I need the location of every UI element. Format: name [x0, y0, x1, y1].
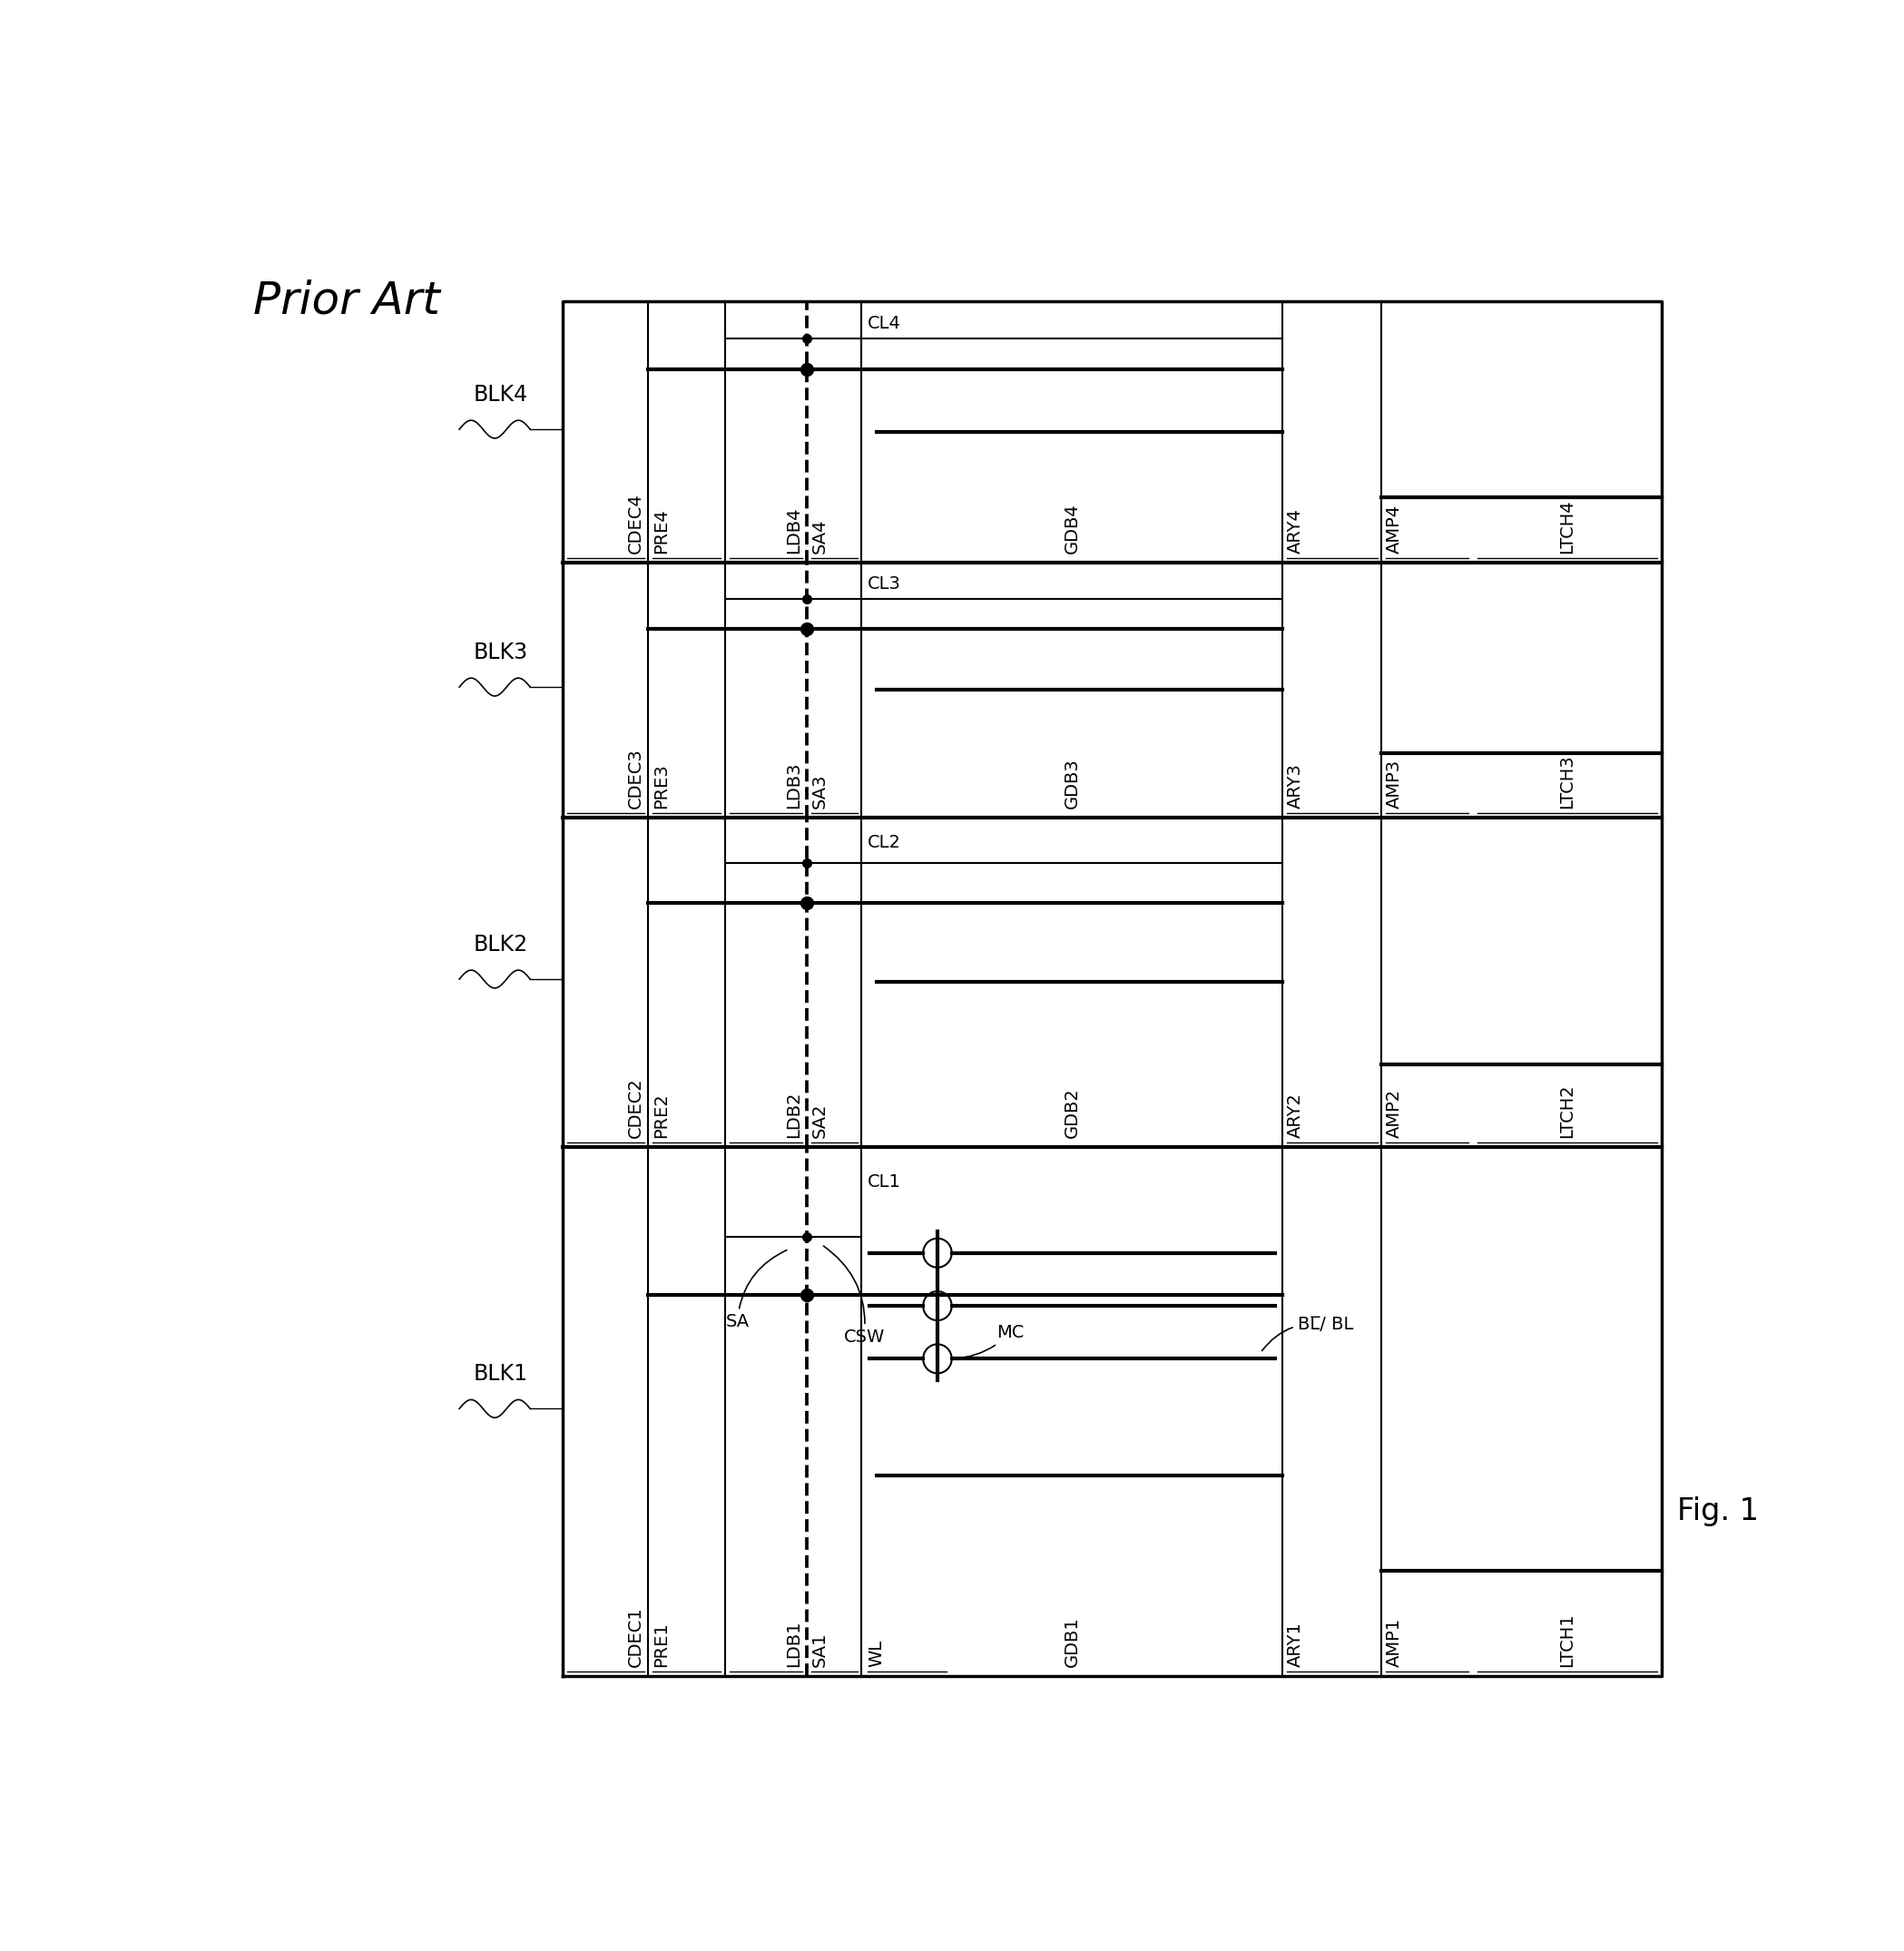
Text: CDEC2: CDEC2	[626, 1077, 644, 1137]
Text: CL2: CL2	[868, 833, 901, 851]
Text: SA4: SA4	[811, 519, 828, 554]
Text: ARY3: ARY3	[1287, 763, 1304, 808]
Text: LTCH1: LTCH1	[1559, 1613, 1577, 1668]
Text: BLK1: BLK1	[474, 1364, 527, 1385]
Text: PRE1: PRE1	[653, 1621, 670, 1668]
Text: WL: WL	[868, 1641, 885, 1668]
Text: GDB4: GDB4	[1064, 503, 1081, 554]
Text: LTCH2: LTCH2	[1559, 1085, 1577, 1137]
Text: LDB3: LDB3	[784, 761, 802, 808]
Text: ARY2: ARY2	[1287, 1093, 1304, 1137]
Text: CDEC3: CDEC3	[626, 747, 644, 808]
Text: BLK3: BLK3	[474, 642, 527, 663]
Text: CDEC4: CDEC4	[626, 494, 644, 554]
Text: GDB3: GDB3	[1064, 757, 1081, 808]
Text: MC: MC	[954, 1325, 1024, 1358]
Text: LDB2: LDB2	[784, 1091, 802, 1137]
Text: PRE2: PRE2	[653, 1093, 670, 1137]
Text: SA1: SA1	[811, 1633, 828, 1668]
Text: PRE4: PRE4	[653, 509, 670, 554]
Text: BLK2: BLK2	[474, 935, 527, 956]
Text: Fig. 1: Fig. 1	[1677, 1496, 1759, 1526]
Text: ARY4: ARY4	[1287, 509, 1304, 554]
Text: ARY1: ARY1	[1287, 1621, 1304, 1668]
Text: CL1: CL1	[868, 1175, 901, 1190]
Text: LDB4: LDB4	[784, 507, 802, 554]
Text: AMP3: AMP3	[1386, 759, 1403, 808]
Text: LTCH3: LTCH3	[1559, 755, 1577, 808]
Text: SA2: SA2	[811, 1102, 828, 1137]
Text: CL4: CL4	[868, 314, 901, 332]
Text: CDEC1: CDEC1	[626, 1608, 644, 1668]
Text: GDB2: GDB2	[1064, 1087, 1081, 1137]
Text: GDB1: GDB1	[1064, 1617, 1081, 1668]
Text: AMP4: AMP4	[1386, 505, 1403, 554]
Text: SA3: SA3	[811, 773, 828, 808]
Text: Prior Art: Prior Art	[253, 279, 440, 322]
Text: BLK4: BLK4	[474, 384, 527, 406]
Text: LDB1: LDB1	[784, 1621, 802, 1668]
Text: PRE3: PRE3	[653, 763, 670, 808]
Text: LTCH4: LTCH4	[1559, 499, 1577, 554]
Text: BL̅/ BL: BL̅/ BL	[1262, 1317, 1354, 1350]
Text: CL3: CL3	[868, 576, 901, 593]
Text: SA: SA	[725, 1251, 786, 1331]
Text: AMP1: AMP1	[1386, 1617, 1403, 1668]
Text: AMP2: AMP2	[1386, 1089, 1403, 1137]
Text: CSW: CSW	[824, 1247, 885, 1346]
